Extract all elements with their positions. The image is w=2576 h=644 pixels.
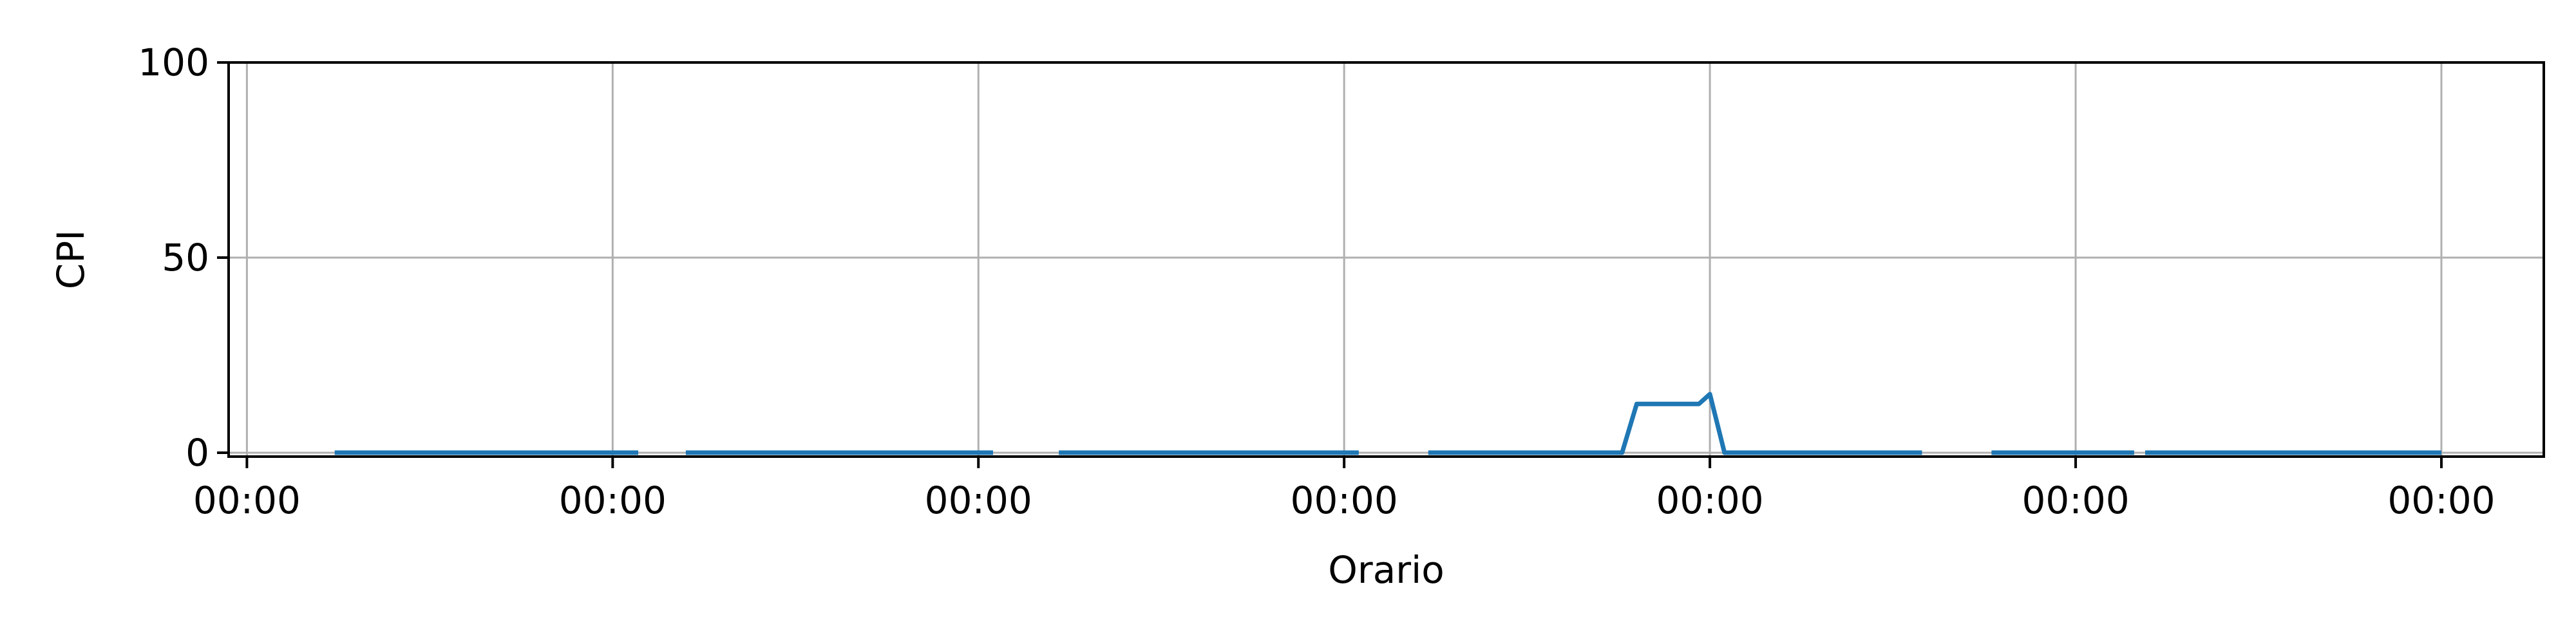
- x-tick-label: 00:00: [2387, 478, 2495, 522]
- y-tick-label: 50: [162, 236, 209, 279]
- x-tick-label: 00:00: [1291, 478, 1398, 522]
- grid-lines: [229, 61, 2544, 457]
- y-tick-label: 100: [138, 41, 209, 84]
- x-tick-label: 00:00: [559, 478, 667, 522]
- x-tick-label: 00:00: [2022, 478, 2129, 522]
- plot-frame: [227, 61, 2545, 458]
- x-axis-label: Orario: [1328, 548, 1444, 592]
- series-line-segment: [1428, 392, 1922, 455]
- x-tick-label: 00:00: [1656, 478, 1764, 522]
- x-tick-label: 00:00: [193, 478, 301, 522]
- x-tick-label: 00:00: [925, 478, 1032, 522]
- axis-ticks: 00:00 00:00 00:00 00:00 00:00 00:00 00:0005010…: [138, 41, 2495, 522]
- y-axis-label: CPI: [49, 230, 93, 290]
- series-layer: [334, 392, 2441, 455]
- y-tick-label: 0: [185, 431, 209, 475]
